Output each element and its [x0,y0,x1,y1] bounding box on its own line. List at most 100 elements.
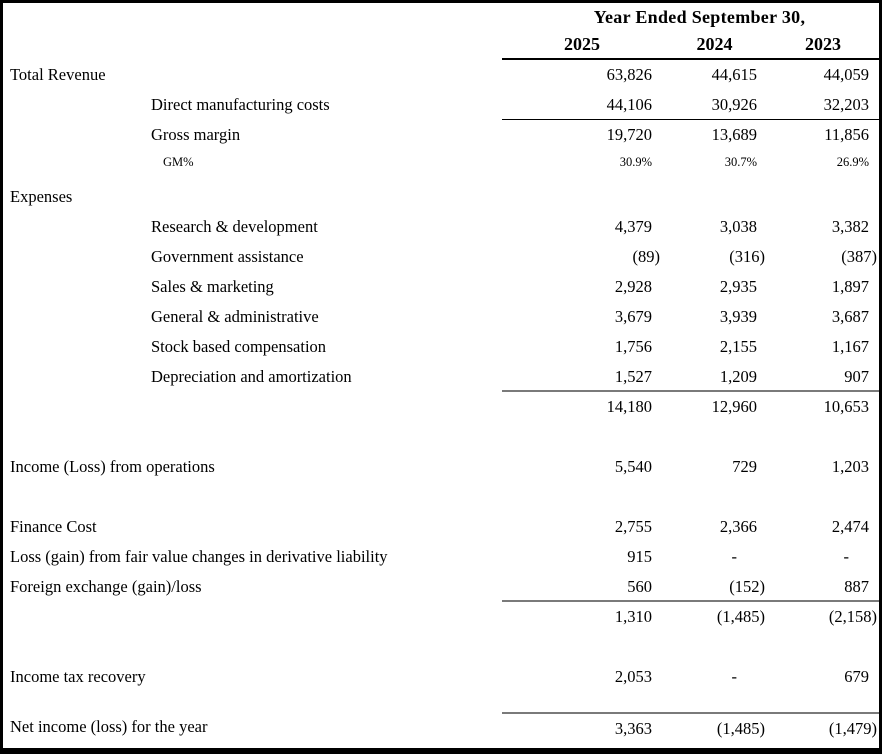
value-cell-2025: 2,053 [614,667,652,686]
value-cell-2023: 3,382 [831,217,869,236]
table-row: Net income (loss) for the year 3,363 (1,48… [3,712,879,742]
value-cell-2024: (152) [662,572,767,602]
value-cell-2024: 2,935 [719,277,757,296]
value-cell-2025: 2,928 [614,277,652,296]
value-cell-2024: (1,485) [716,607,765,626]
row-label: Direct manufacturing costs [151,95,330,114]
table-header-title-row: Year Ended September 30, [3,3,879,31]
value-cell-2025: 3,679 [614,307,652,326]
value-cell-2024: (1,485) [662,712,767,742]
row-label: General & administrative [151,307,319,326]
value-cell-2023: (387) [841,247,877,266]
value-cell-2024: 30,926 [662,90,767,120]
row-label [3,392,502,422]
row-label: Total Revenue [10,65,106,84]
table-row: 14,180 12,960 10,653 [3,392,879,422]
table-row: Government assistance (89) (316) (387) [3,242,879,272]
row-label: GM% [163,155,194,169]
value-cell-2025: (89) [632,247,661,266]
value-cell-2023: 887 [767,572,879,602]
value-cell-2025: 5,540 [614,457,652,476]
table-row: Total Revenue 63,826 44,615 44,059 [3,60,879,90]
row-label: Sales & marketing [151,277,274,296]
value-cell-2025: 44,106 [502,90,662,120]
value-cell-2025: 4,379 [614,217,652,236]
table-row: Gross margin 19,720 13,689 11,856 [3,120,879,150]
value-cell-2025: 1,527 [502,362,662,392]
value-cell-2023: 1,203 [831,457,869,476]
table-row: Loss (gain) from fair value changes in d… [3,542,879,572]
value-cell-2023: (1,479) [767,712,879,742]
spacer-row [3,174,879,182]
value-cell-2025: 560 [502,572,662,602]
row-label [3,602,502,632]
value-cell-2023: 1,897 [831,277,869,296]
row-label: Depreciation and amortization [151,367,352,386]
value-cell-2024: 3,939 [719,307,757,326]
value-cell-2024: 1,209 [662,362,767,392]
row-label: Gross margin [151,125,241,144]
value-cell-2023: 907 [767,362,879,392]
spacer-row [3,692,879,712]
value-cell-2023: 679 [844,667,869,686]
table-row: Finance Cost 2,755 2,366 2,474 [3,512,879,542]
year-column-header-2024: 2024 [662,31,767,60]
spacer-row [3,422,879,452]
table-row: Foreign exchange (gain)/loss 560 (152) 887 [3,572,879,602]
table-row: Expenses [3,182,879,212]
value-cell-2024: 44,615 [711,65,757,84]
row-label: Income (Loss) from operations [10,457,215,476]
table-row: 1,310 (1,485) (2,158) [3,602,879,632]
value-cell-2025: 915 [627,547,652,566]
value-cell-2025 [502,182,662,212]
value-cell-2025: 3,363 [502,712,662,742]
table-header-title: Year Ended September 30, [593,7,806,27]
value-cell-2025: 2,755 [614,517,652,536]
table-header-years-row: 2025 2024 2023 [3,31,879,60]
value-cell-2024: 12,960 [711,397,757,416]
value-cell-2024: (316) [729,247,765,266]
table-row: General & administrative 3,679 3,939 3,687 [3,302,879,332]
spacer-row [3,632,879,662]
row-label: Net income (loss) for the year [10,717,208,736]
value-cell-2024: 2,366 [719,517,757,536]
value-cell-2024: - [731,547,738,566]
year-column-header-2023: 2023 [767,31,879,60]
value-cell-2023 [767,182,879,212]
table-row: Income (Loss) from operations 5,540 729 1,2… [3,452,879,482]
value-cell-2025: 14,180 [606,397,652,416]
row-label: Government assistance [151,247,304,266]
value-cell-2023: 11,856 [824,125,869,144]
table-body: Total Revenue 63,826 44,615 44,059 Direct ma… [3,60,879,742]
value-cell-2024 [662,182,767,212]
row-label: Stock based compensation [151,337,327,356]
value-cell-2023: - [843,547,850,566]
table-row: Research & development 4,379 3,038 3,382 [3,212,879,242]
value-cell-2023: 10,653 [823,397,869,416]
value-cell-2023: 44,059 [823,65,869,84]
row-label: Expenses [10,187,73,206]
value-cell-2025: 30.9% [619,155,652,169]
table-row: Sales & marketing 2,928 2,935 1,897 [3,272,879,302]
value-cell-2023: 3,687 [831,307,869,326]
table-row: GM% 30.9% 30.7% 26.9% [3,150,879,174]
table-row: Direct manufacturing costs 44,106 30,926 32… [3,90,879,120]
row-label: Foreign exchange (gain)/loss [10,577,202,596]
table-row: Income tax recovery 2,053 - 679 [3,662,879,692]
value-cell-2024: 2,155 [719,337,757,356]
header-label-spacer [3,3,502,31]
table-row: Depreciation and amortization 1,527 1,209 9… [3,362,879,392]
value-cell-2023: 32,203 [767,90,879,120]
year-column-header-2025: 2025 [502,31,662,60]
value-cell-2023: 26.9% [836,155,869,169]
value-cell-2023: 1,167 [831,337,869,356]
value-cell-2025: 1,756 [614,337,652,356]
value-cell-2023: 2,474 [831,517,869,536]
value-cell-2025: 1,310 [614,607,652,626]
value-cell-2024: 3,038 [719,217,757,236]
value-cell-2025: 19,720 [606,125,652,144]
row-label: Research & development [151,217,318,236]
header-label-spacer [3,31,502,60]
value-cell-2024: - [731,667,738,686]
